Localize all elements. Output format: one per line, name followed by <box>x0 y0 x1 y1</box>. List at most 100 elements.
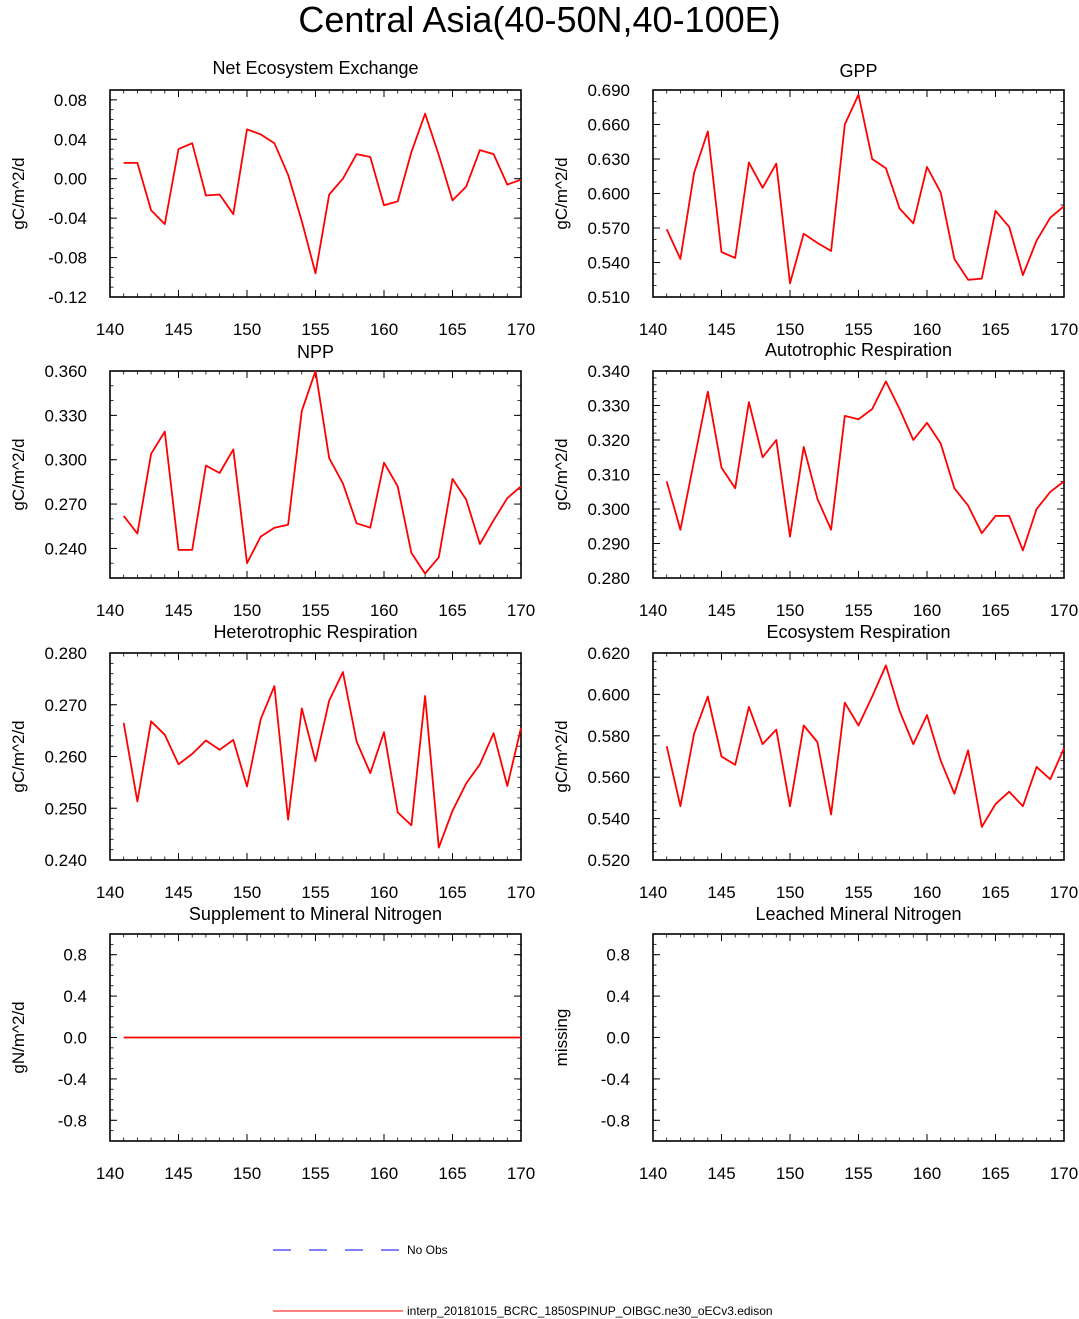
panel8-ylabel: missing <box>552 1009 571 1067</box>
panel2-ylabel: gC/m^2/d <box>552 157 571 229</box>
panel2-xtick-label: 160 <box>913 320 941 339</box>
panel7-ytick-label: 0.0 <box>63 1029 87 1048</box>
panel6-ytick-label: 0.620 <box>587 644 630 663</box>
panel4-ytick-label: 0.320 <box>587 431 630 450</box>
panel1-xtick-label: 140 <box>96 320 124 339</box>
panel7-ylabel: gN/m^2/d <box>9 1001 28 1073</box>
panel4-ytick-label: 0.330 <box>587 397 630 416</box>
panel1-ytick-label: 0.00 <box>54 170 87 189</box>
panel5-title: Heterotrophic Respiration <box>213 622 417 642</box>
panel4-ytick-label: 0.300 <box>587 500 630 519</box>
panel3-ytick-label: 0.270 <box>44 495 87 514</box>
panel2: 140 145 150 155 160 165 170 0.510 0.540 0.570 0.60… <box>552 61 1078 339</box>
panel1-xtick-label: 150 <box>233 320 261 339</box>
panel1-xtick-label: 170 <box>507 320 535 339</box>
panel7-xtick-label: 145 <box>164 1164 192 1183</box>
panel5-xtick-label: 140 <box>96 883 124 902</box>
panel7-xtick-label: 155 <box>301 1164 329 1183</box>
panel7-ytick-label: -0.8 <box>58 1111 87 1130</box>
panel5: 140 145 150 155 160 165 170 0.240 0.250 0.260 0.27… <box>9 622 535 902</box>
panel4-xtick-label: 160 <box>913 601 941 620</box>
panel2-series-line <box>665 93 1065 285</box>
panel8-xtick-label: 160 <box>913 1164 941 1183</box>
panel8-ytick-label: 0.0 <box>606 1029 630 1048</box>
panel7: 140 145 150 155 160 165 170 -0.8 -0.4 0.0 0.4 0.8 Su… <box>9 904 535 1183</box>
panel3-frame <box>109 370 522 579</box>
panel4-ytick-label: 0.280 <box>587 569 630 588</box>
panel3-xtick-label: 155 <box>301 601 329 620</box>
panel2-xtick-label: 155 <box>844 320 872 339</box>
panel3-xtick-label: 145 <box>164 601 192 620</box>
panel4-xtick-label: 165 <box>981 601 1009 620</box>
panel2-ytick-label: 0.540 <box>587 254 630 273</box>
panel3-xtick-label: 170 <box>507 601 535 620</box>
panel3-ylabel: gC/m^2/d <box>9 438 28 510</box>
panel3-xtick-label: 160 <box>370 601 398 620</box>
panel7-ytick-label: -0.4 <box>58 1070 87 1089</box>
panel6-ytick-label: 0.580 <box>587 727 630 746</box>
panel4-xtick-label: 145 <box>707 601 735 620</box>
legend-model-label: interp_20181015_BCRC_1850SPINUP_OIBGC.ne… <box>407 1304 773 1318</box>
panel6-xtick-label: 145 <box>707 883 735 902</box>
panel8-xtick-label: 140 <box>639 1164 667 1183</box>
panel6-ytick-label: 0.600 <box>587 685 630 704</box>
panel3-ytick-label: 0.240 <box>44 539 87 558</box>
panel1-ytick-label: -0.08 <box>48 249 87 268</box>
panel3-xtick-label: 140 <box>96 601 124 620</box>
panel7-xtick-label: 170 <box>507 1164 535 1183</box>
panel2-ytick-label: 0.630 <box>587 150 630 169</box>
panel8-xtick-label: 165 <box>981 1164 1009 1183</box>
panel5-series-line <box>122 671 522 849</box>
panel7-title: Supplement to Mineral Nitrogen <box>189 904 442 924</box>
panel6-xtick-label: 140 <box>639 883 667 902</box>
panel8-xtick-label: 145 <box>707 1164 735 1183</box>
panel6-xtick-label: 150 <box>776 883 804 902</box>
panel8-xtick-label: 155 <box>844 1164 872 1183</box>
panel6-ylabel: gC/m^2/d <box>552 720 571 792</box>
panel4-title: Autotrophic Respiration <box>765 340 952 360</box>
panel1-ytick-label: 0.04 <box>54 130 87 149</box>
panel7-ytick-label: 0.4 <box>63 987 87 1006</box>
panel7-xtick-label: 160 <box>370 1164 398 1183</box>
panel3-xtick-label: 165 <box>438 601 466 620</box>
panel2-xtick-label: 145 <box>707 320 735 339</box>
panel3-ytick-label: 0.330 <box>44 406 87 425</box>
panel3-ytick-label: 0.300 <box>44 451 87 470</box>
panel4-ytick-label: 0.310 <box>587 466 630 485</box>
panel7-ytick-label: 0.8 <box>63 946 87 965</box>
panel2-xtick-label: 150 <box>776 320 804 339</box>
page-title: Central Asia(40-50N,40-100E) <box>298 0 781 40</box>
panel1-xtick-label: 155 <box>301 320 329 339</box>
panel1: 140 145 150 155 160 165 170 -0.12 -0.08 -0.04 0.00… <box>9 58 535 339</box>
panel1-title: Net Ecosystem Exchange <box>212 58 418 78</box>
panel6-xtick-label: 165 <box>981 883 1009 902</box>
panel5-xtick-label: 170 <box>507 883 535 902</box>
legend-obs-line <box>273 1249 403 1251</box>
panel6-xtick-label: 170 <box>1050 883 1078 902</box>
panel8-frame <box>652 933 1065 1142</box>
panel6-ytick-label: 0.520 <box>587 851 630 870</box>
panel5-xtick-label: 165 <box>438 883 466 902</box>
panel5-xtick-label: 150 <box>233 883 261 902</box>
panel8-title: Leached Mineral Nitrogen <box>755 904 961 924</box>
panel8-ytick-label: 0.8 <box>606 946 630 965</box>
panel6-title: Ecosystem Respiration <box>766 622 950 642</box>
panel4-xtick-label: 155 <box>844 601 872 620</box>
panel2-ytick-label: 0.510 <box>587 288 630 307</box>
panel1-ylabel: gC/m^2/d <box>9 157 28 229</box>
panel4-ylabel: gC/m^2/d <box>552 438 571 510</box>
panel8-xtick-label: 170 <box>1050 1164 1078 1183</box>
panel5-ylabel: gC/m^2/d <box>9 720 28 792</box>
panel2-ytick-label: 0.660 <box>587 116 630 135</box>
panel2-xtick-label: 170 <box>1050 320 1078 339</box>
panel6-frame <box>652 652 1065 861</box>
panel6-series-line <box>665 664 1065 828</box>
panel3-ytick-label: 0.360 <box>44 362 87 381</box>
panel5-frame <box>109 652 522 861</box>
panel7-xtick-label: 140 <box>96 1164 124 1183</box>
panel3-xtick-label: 150 <box>233 601 261 620</box>
panel6-ytick-label: 0.540 <box>587 810 630 829</box>
panel3-series-line <box>122 370 522 575</box>
panel8-ytick-label: -0.8 <box>601 1111 630 1130</box>
